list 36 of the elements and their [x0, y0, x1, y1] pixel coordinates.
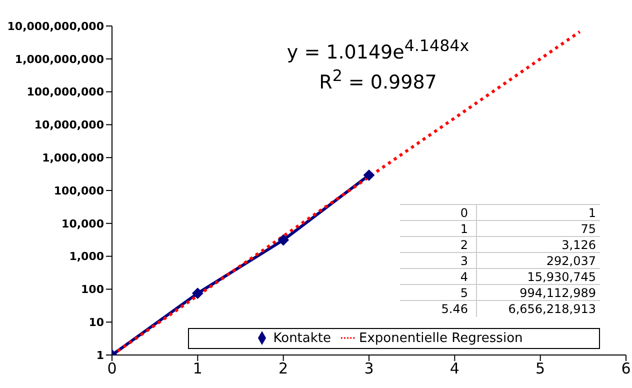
y-tick-label: 1 — [96, 348, 104, 362]
x-tick-label: 5 — [536, 360, 546, 378]
y-tick-label: 1,000 — [69, 250, 104, 264]
annotation: 994,112,989 — [476, 284, 600, 300]
x-tick-label: 0 — [107, 360, 117, 378]
x-tick-label: 1 — [192, 360, 202, 378]
y-tick-label: 100,000,000 — [26, 86, 104, 99]
annotation: 6,656,218,913 — [476, 300, 600, 316]
annotation: 292,037 — [476, 252, 600, 268]
y-tick-label: 10,000,000 — [34, 118, 104, 132]
annotation: 5.46 — [440, 300, 469, 316]
x-tick-label: 4 — [450, 360, 460, 378]
annotation: 15,930,745 — [476, 268, 600, 284]
y-tick-label: 10,000 — [62, 217, 104, 230]
x-tick-label: 6 — [621, 360, 631, 378]
y-tick-label: 10,000,000,000 — [7, 20, 104, 33]
annotation: 1 — [459, 220, 469, 236]
legend-label: Exponentielle Regression — [359, 331, 523, 346]
y-tick-label: 1,000,000,000 — [14, 52, 104, 66]
annotation: 4 — [459, 268, 469, 284]
y-tick-label: 1,000,000 — [42, 152, 104, 165]
annotation: 3,126 — [476, 236, 600, 252]
annotation: y = 1.0149e$^{4.1484x}$ — [286, 36, 470, 64]
annotation: 3 — [459, 252, 469, 268]
annotation: 5 — [459, 284, 469, 300]
annotation: 1 — [476, 204, 600, 220]
y-tick-label: 100 — [81, 283, 104, 296]
annotation: R$^{2}$ = 0.9987 — [318, 66, 438, 94]
annotation: 0 — [459, 204, 469, 220]
legend-label: Kontakte — [273, 331, 331, 346]
annotation: 2 — [459, 236, 469, 252]
y-tick-label: 10 — [88, 316, 104, 330]
y-tick-label: 100,000 — [54, 184, 104, 198]
annotation: 75 — [476, 220, 600, 236]
x-tick-label: 3 — [364, 360, 374, 378]
x-tick-label: 2 — [278, 360, 288, 378]
